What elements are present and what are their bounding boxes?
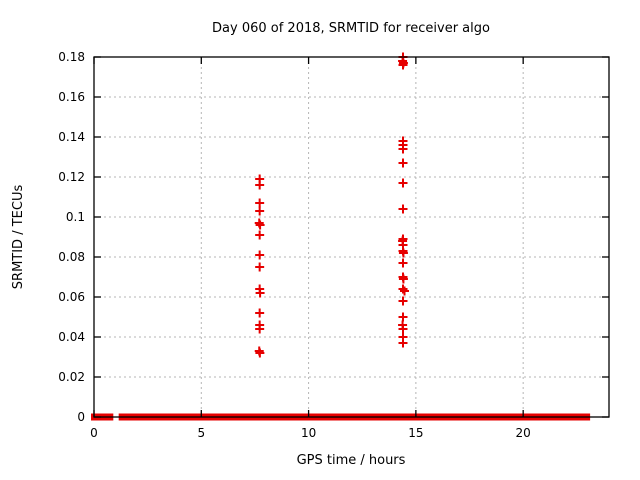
data-point bbox=[255, 262, 265, 272]
data-point bbox=[255, 288, 265, 298]
data-point bbox=[255, 250, 265, 260]
y-tick-label: 0.06 bbox=[58, 290, 85, 304]
data-point bbox=[398, 144, 408, 154]
data-point bbox=[255, 220, 265, 230]
data-point bbox=[398, 312, 408, 322]
data-point bbox=[398, 296, 408, 306]
y-axis-label: SRMTID / TECUs bbox=[11, 185, 26, 290]
y-tick-label: 0.12 bbox=[58, 170, 85, 184]
tick-label-layer: 0 5 10 15 20 0 0.02 0.04 0.06 0.08 0.1 0.12 0.14 0.16… bbox=[58, 50, 531, 440]
y-tick-label: 0.08 bbox=[58, 250, 85, 264]
x-axis-label: GPS time / hours bbox=[297, 453, 406, 468]
data-layer bbox=[91, 52, 591, 421]
data-point bbox=[255, 180, 265, 190]
y-tick-label: 0.16 bbox=[58, 90, 85, 104]
y-tick-label: 0.1 bbox=[66, 210, 85, 224]
y-tick-label: 0 bbox=[77, 410, 85, 424]
plot-title: Day 060 of 2018, SRMTID for receiver alg… bbox=[212, 21, 490, 36]
data-point bbox=[255, 230, 265, 240]
plot-frame bbox=[93, 56, 610, 418]
y-tick-label: 0.14 bbox=[58, 130, 85, 144]
data-point bbox=[400, 286, 410, 296]
data-point bbox=[398, 248, 408, 258]
data-point bbox=[255, 348, 265, 358]
data-point bbox=[398, 324, 408, 334]
data-point bbox=[255, 308, 265, 318]
y-tick-label: 0.18 bbox=[58, 50, 85, 64]
x-tick-label: 20 bbox=[516, 426, 531, 440]
data-point bbox=[398, 204, 408, 214]
data-point bbox=[255, 324, 265, 334]
grid-layer bbox=[94, 57, 609, 417]
data-point bbox=[398, 338, 408, 348]
data-point bbox=[398, 284, 408, 294]
data-point bbox=[398, 158, 408, 168]
y-tick-label: 0.02 bbox=[58, 370, 85, 384]
data-point bbox=[255, 206, 265, 216]
x-tick-label: 10 bbox=[301, 426, 316, 440]
y-tick-label: 0.04 bbox=[58, 330, 85, 344]
x-tick-label: 0 bbox=[90, 426, 98, 440]
data-point bbox=[398, 274, 408, 284]
data-point bbox=[398, 60, 408, 70]
x-tick-label: 15 bbox=[408, 426, 423, 440]
x-tick-label: 5 bbox=[197, 426, 205, 440]
data-point bbox=[255, 198, 265, 208]
data-point bbox=[398, 178, 408, 188]
frame-layer bbox=[93, 56, 610, 418]
data-point bbox=[398, 258, 408, 268]
